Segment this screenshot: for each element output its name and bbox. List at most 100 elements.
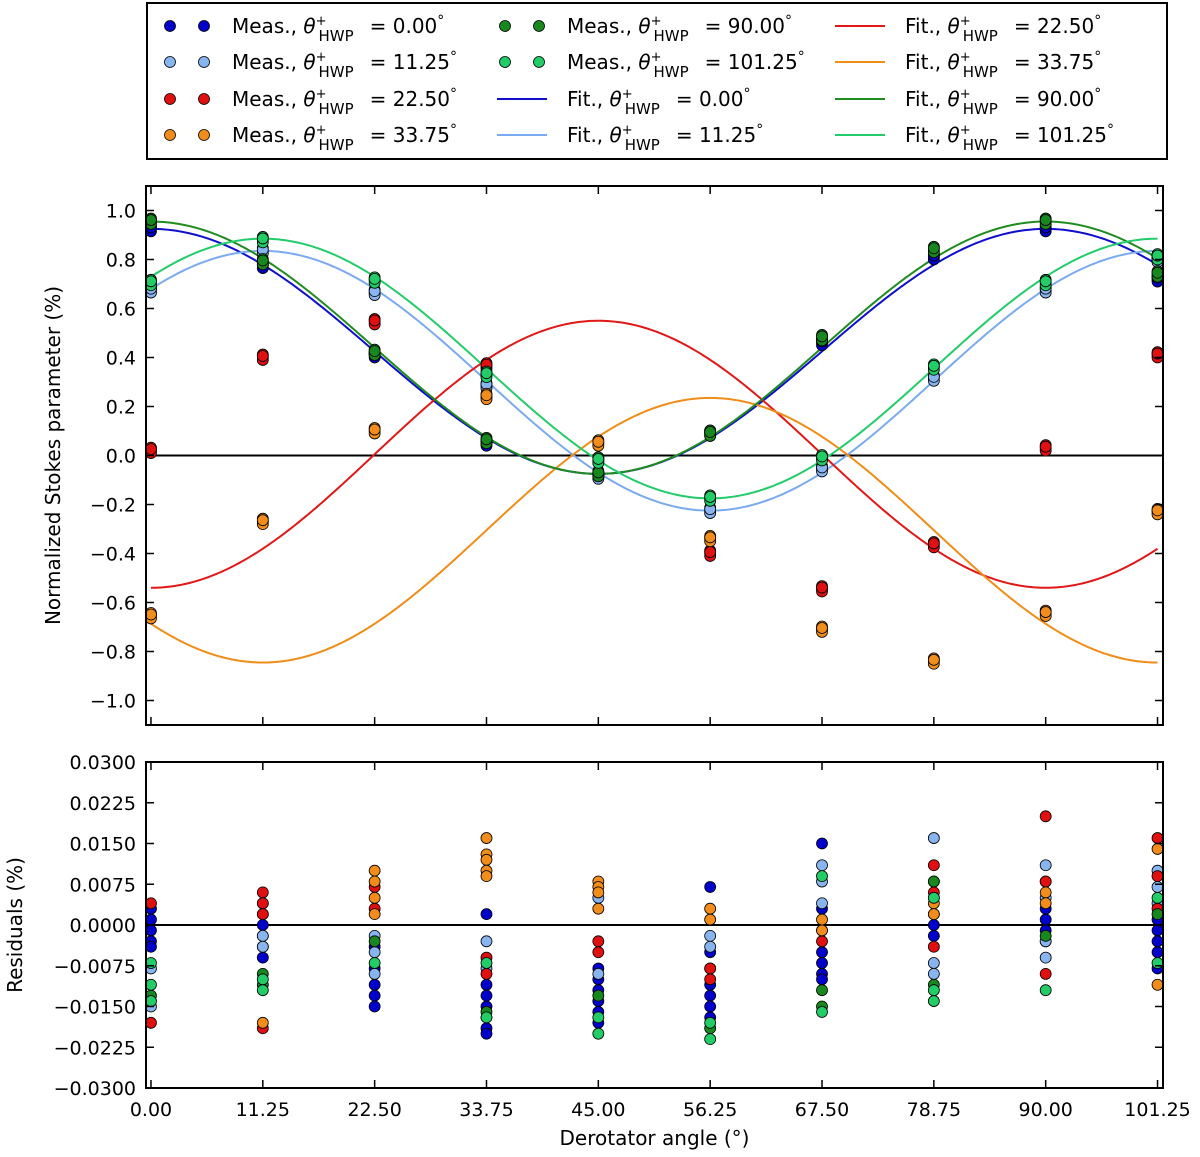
residual-point-0-35 xyxy=(816,837,828,850)
legend-sub: HWP xyxy=(963,100,998,118)
residual-point-3-20 xyxy=(1039,886,1052,899)
residual-point-0-47 xyxy=(1039,913,1052,926)
bottom-ytick-label: 0.0000 xyxy=(70,915,136,937)
residual-point-2-13 xyxy=(704,973,717,986)
residual-point-0-2 xyxy=(145,924,157,937)
residual-point-2-0 xyxy=(145,897,157,910)
legend-prefix: Fit., xyxy=(905,123,948,147)
legend-value: = 101.25 xyxy=(1014,123,1107,147)
top-ytick-label: 0.8 xyxy=(106,250,136,272)
meas-point-4-5-3 xyxy=(704,426,717,438)
meas-point-2-8-3 xyxy=(1039,440,1052,453)
top-ytick-label: 0.2 xyxy=(106,397,136,419)
meas-point-5-3-3 xyxy=(480,367,493,380)
legend-prefix: Fit., xyxy=(567,87,610,111)
residual-point-4-12 xyxy=(1151,908,1164,921)
residual-point-4-3 xyxy=(368,935,381,948)
residual-point-0-52 xyxy=(1151,935,1164,948)
residual-point-3-16 xyxy=(816,913,828,926)
legend-sub: HWP xyxy=(625,100,660,118)
residual-point-1-11 xyxy=(592,968,605,980)
residual-point-3-23 xyxy=(1151,978,1164,991)
meas-point-3-6-3 xyxy=(816,622,828,634)
bottom-ytick-label: 0.0300 xyxy=(70,752,136,774)
meas-point-2-2-3 xyxy=(368,314,381,327)
legend-value: = 33.75 xyxy=(370,123,450,147)
bottom-xtick-label: 33.75 xyxy=(459,1099,513,1121)
legend-marker xyxy=(164,93,176,105)
meas-point-2-6-3 xyxy=(816,581,828,594)
fit-curve-5 xyxy=(150,237,1158,500)
residual-point-2-20 xyxy=(1039,875,1052,888)
meas-point-3-0-3 xyxy=(145,608,157,621)
residual-point-1-6 xyxy=(368,946,381,959)
residual-point-5-5 xyxy=(368,957,381,969)
legend-prefix: Fit., xyxy=(905,87,948,111)
residual-point-0-6 xyxy=(256,919,269,931)
legend-symbol: θ xyxy=(948,87,960,111)
legend-sup: + xyxy=(960,123,971,138)
residual-point-1-8 xyxy=(480,935,493,948)
residual-point-0-51 xyxy=(1151,924,1164,937)
residual-point-5-0 xyxy=(145,957,157,969)
residual-point-1-16 xyxy=(816,897,828,910)
residual-point-5-6 xyxy=(480,957,493,969)
residual-point-0-4 xyxy=(145,940,157,953)
bottom-ytick-label: −0.0075 xyxy=(54,956,136,978)
legend-symbol: θ xyxy=(303,123,315,147)
bottom-xtick-label: 45.00 xyxy=(571,1099,625,1121)
residual-point-1-14 xyxy=(816,859,828,872)
legend-sub: HWP xyxy=(653,63,688,81)
legend-marker xyxy=(164,20,176,32)
meas-point-4-6-3 xyxy=(816,330,828,343)
meas-point-3-3-3 xyxy=(480,389,493,402)
legend-prefix: Meas., xyxy=(232,87,303,111)
bottom-ytick-label: 0.0075 xyxy=(70,874,136,896)
legend-symbol: θ xyxy=(303,87,315,111)
residual-point-5-17 xyxy=(1039,984,1052,997)
residual-point-3-19 xyxy=(927,908,940,921)
residual-point-3-9 xyxy=(480,870,493,882)
legend-value: = 11.25 xyxy=(676,123,756,147)
top-ytick-label: −0.4 xyxy=(90,544,136,566)
legend-sup: + xyxy=(316,123,327,138)
legend-value: = 101.25 xyxy=(705,50,798,74)
legend-sub: HWP xyxy=(653,27,688,45)
legend-symbol: θ xyxy=(948,50,960,74)
legend-degree: ° xyxy=(437,13,444,29)
legend-label: Fit., θ+ HWP = 0.00° xyxy=(567,86,751,118)
residual-point-0-44 xyxy=(927,919,940,931)
residual-point-3-21 xyxy=(1039,897,1052,910)
top-ytick-label: 0.6 xyxy=(106,299,136,321)
legend-prefix: Fit., xyxy=(905,14,948,38)
residual-point-0-40 xyxy=(816,973,828,986)
legend-marker xyxy=(533,56,545,68)
legend-label: Meas., θ+ HWP = 22.50° xyxy=(232,86,457,118)
bottom-xlabel: Derotator angle (°) xyxy=(560,1126,750,1150)
legend-marker xyxy=(198,56,210,68)
residual-point-0-15 xyxy=(480,908,493,921)
bottom-panel: 0.0300 0.0225 0.0150 0.0075 0.0000 −0.0075 −0.… xyxy=(3,752,1191,1150)
legend-marker xyxy=(499,20,511,32)
legend-sub: HWP xyxy=(318,136,353,154)
residual-point-5-14 xyxy=(927,891,940,904)
legend-value: = 33.75 xyxy=(1014,50,1094,74)
legend-degree: ° xyxy=(756,122,763,138)
residual-point-3-1 xyxy=(368,864,381,877)
legend-sup: + xyxy=(960,50,971,65)
legend-symbol: θ xyxy=(948,14,960,38)
residual-point-2-22 xyxy=(1151,832,1164,844)
meas-point-3-4-3 xyxy=(592,435,605,448)
residual-point-0-1 xyxy=(145,913,157,926)
residual-point-5-2 xyxy=(145,995,157,1007)
meas-point-3-5-3 xyxy=(704,531,717,544)
legend-symbol: θ xyxy=(638,14,650,38)
residual-point-2-21 xyxy=(1039,968,1052,980)
legend-degree: ° xyxy=(450,86,457,102)
residual-point-2-4 xyxy=(256,908,269,921)
legend-marker xyxy=(164,56,176,68)
residual-point-0-16 xyxy=(480,978,493,991)
legend-symbol: θ xyxy=(610,123,622,147)
residual-point-0-13 xyxy=(368,989,381,1002)
residual-point-3-15 xyxy=(704,913,717,926)
